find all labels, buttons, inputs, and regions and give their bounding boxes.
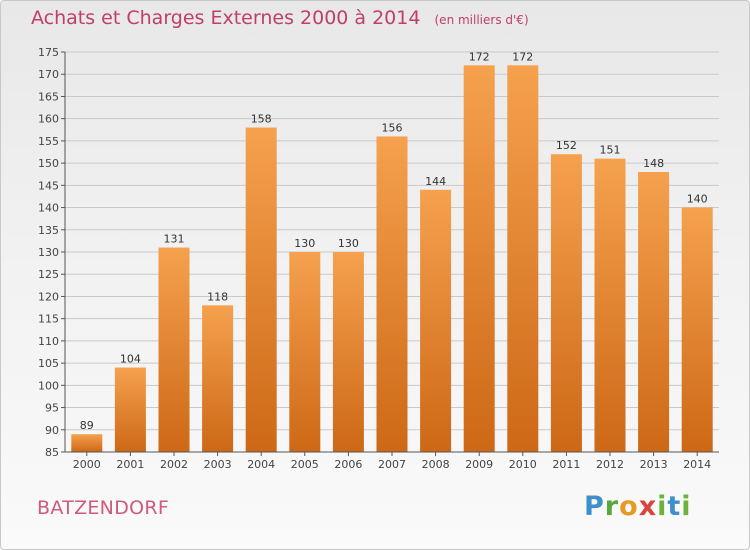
bar-value-label: 130 (338, 237, 359, 250)
y-tick-label: 110 (38, 335, 59, 348)
bar (114, 367, 146, 452)
x-tick-label: 2007 (378, 458, 406, 471)
x-tick-label: 2000 (73, 458, 101, 471)
x-tick-label: 2002 (160, 458, 188, 471)
y-tick-label: 145 (38, 179, 59, 192)
y-tick-label: 100 (38, 379, 59, 392)
bar-value-label: 148 (643, 157, 664, 170)
bar-value-label: 131 (164, 233, 185, 246)
y-tick-label: 140 (38, 202, 59, 215)
bar (158, 247, 190, 452)
y-tick-label: 165 (38, 90, 59, 103)
logo-letter: t (667, 491, 682, 522)
bar-value-label: 89 (80, 419, 94, 432)
x-tick-label: 2005 (291, 458, 319, 471)
bar (681, 207, 713, 452)
bar (202, 305, 234, 452)
bar (376, 136, 408, 452)
chart-title: Achats et Charges Externes 2000 à 2014 (… (31, 7, 529, 29)
y-tick-label: 90 (45, 424, 59, 437)
label-layer: 89 104 131 118 158 130 130 156 144 172 172 152 151 14… (80, 50, 708, 432)
axis-layer: 85 90 95 100 105 110 115 120 125 130 135 140 145 150 1… (38, 46, 719, 471)
x-tick-label: 2011 (552, 458, 580, 471)
bar (638, 172, 670, 452)
commune-name: BATZENDORF (37, 497, 170, 519)
y-tick-label: 175 (38, 46, 59, 59)
x-tick-label: 2009 (465, 458, 493, 471)
bar (245, 127, 277, 453)
chart-unit: (en milliers d'€) (434, 13, 529, 27)
bar (420, 189, 452, 452)
bar-value-label: 118 (207, 290, 228, 303)
x-tick-label: 2003 (204, 458, 232, 471)
logo-letter: i (657, 491, 668, 522)
x-tick-label: 2006 (334, 458, 362, 471)
x-tick-label: 2010 (509, 458, 537, 471)
bar-value-label: 152 (556, 139, 577, 152)
chart-title-text: Achats et Charges Externes 2000 à 2014 (31, 7, 421, 29)
bar-layer (71, 65, 713, 453)
bar (463, 65, 495, 452)
bar (289, 252, 321, 452)
y-tick-label: 160 (38, 113, 59, 126)
bar-value-label: 158 (251, 113, 272, 126)
x-tick-label: 2013 (640, 458, 668, 471)
y-tick-label: 95 (45, 402, 59, 415)
logo-letter: o (619, 491, 639, 522)
bar-value-label: 140 (687, 193, 708, 206)
x-tick-label: 2008 (422, 458, 450, 471)
bar (594, 158, 626, 452)
bar (71, 434, 103, 452)
y-tick-label: 135 (38, 224, 59, 237)
y-tick-label: 105 (38, 357, 59, 370)
logo-letter: x (638, 491, 658, 522)
x-tick-label: 2014 (683, 458, 711, 471)
proxiti-logo[interactable]: Proxiti (584, 491, 692, 522)
y-tick-label: 130 (38, 246, 59, 259)
logo-letter: i (681, 491, 692, 522)
bar-value-label: 151 (600, 144, 621, 157)
x-tick-label: 2004 (247, 458, 275, 471)
bar (332, 252, 364, 452)
bar-value-label: 144 (425, 175, 446, 188)
bar-value-label: 172 (469, 50, 490, 63)
x-tick-label: 2012 (596, 458, 624, 471)
bar (507, 65, 539, 452)
bar (550, 154, 582, 452)
logo-letter: r (604, 491, 620, 522)
y-tick-label: 150 (38, 157, 59, 170)
bar-value-label: 130 (294, 237, 315, 250)
y-tick-label: 125 (38, 268, 59, 281)
y-tick-label: 155 (38, 135, 59, 148)
y-tick-label: 115 (38, 313, 59, 326)
y-tick-label: 120 (38, 290, 59, 303)
y-tick-label: 170 (38, 68, 59, 81)
x-tick-label: 2001 (116, 458, 144, 471)
bar-value-label: 104 (120, 353, 141, 366)
bar-value-label: 172 (512, 50, 533, 63)
logo-letter: P (584, 491, 605, 522)
bar-value-label: 156 (382, 121, 403, 134)
y-tick-label: 85 (45, 446, 59, 459)
